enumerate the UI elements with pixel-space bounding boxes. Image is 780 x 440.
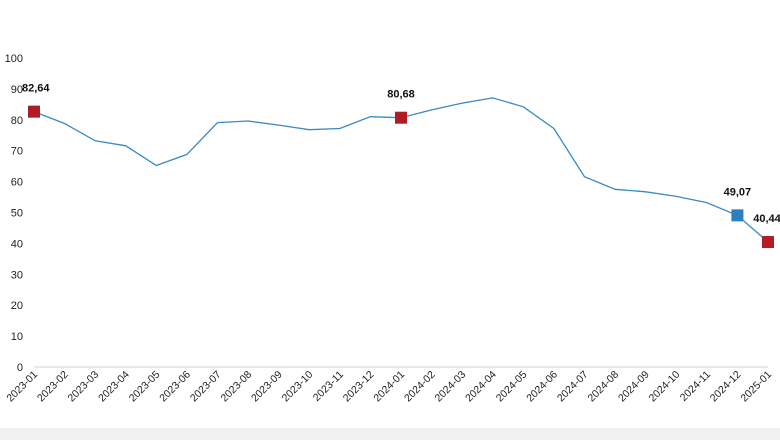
x-tick-label: 2023-07 <box>188 369 224 405</box>
y-tick-label: 100 <box>5 53 23 65</box>
x-tick-label: 2023-12 <box>341 369 377 405</box>
y-tick-label: 70 <box>11 146 23 158</box>
y-tick-label: 80 <box>11 115 23 127</box>
x-tick-label: 2023-09 <box>249 369 285 405</box>
y-tick-label: 90 <box>11 84 23 96</box>
data-label: 80,68 <box>387 89 415 101</box>
x-tick-label: 2023-04 <box>96 369 132 405</box>
x-tick-label: 2024-09 <box>616 369 652 405</box>
y-tick-label: 0 <box>17 362 23 374</box>
highlight-marker <box>395 111 407 124</box>
x-tick-label: 2024-10 <box>647 369 683 405</box>
x-tick-label: 2023-02 <box>35 369 71 405</box>
x-tick-label: 2024-07 <box>555 369 591 405</box>
x-tick-label: 2024-02 <box>402 369 438 405</box>
x-tick-label: 2023-05 <box>127 369 163 405</box>
x-tick-label: 2023-08 <box>218 369 254 405</box>
highlight-marker <box>731 209 744 222</box>
y-tick-label: 10 <box>11 331 23 343</box>
x-tick-label: 2025-01 <box>738 369 774 405</box>
y-axis-ticks: 0 10 20 30 40 50 60 70 80 90 100 <box>5 53 23 374</box>
data-label: 49,07 <box>724 186 752 198</box>
y-tick-label: 20 <box>11 300 23 312</box>
data-label: 82,64 <box>22 83 50 95</box>
bottom-band <box>0 428 780 440</box>
x-tick-label: 2024-05 <box>494 369 530 405</box>
y-tick-label: 60 <box>11 177 23 189</box>
y-tick-label: 50 <box>11 208 23 220</box>
data-label: 40,44 <box>753 213 780 225</box>
highlight-marker <box>762 236 774 249</box>
x-tick-label: 2024-11 <box>678 369 713 404</box>
x-tick-label: 2024-01 <box>371 369 407 405</box>
x-tick-label: 2023-11 <box>311 369 346 404</box>
x-tick-label: 2024-04 <box>463 369 499 405</box>
x-tick-label: 2023-10 <box>280 369 316 405</box>
x-axis-ticks: 2023-012023-022023-032023-042023-052023-… <box>4 369 774 405</box>
x-tick-label: 2024-06 <box>524 369 560 405</box>
x-tick-label: 2024-08 <box>585 369 621 405</box>
x-tick-label: 2023-06 <box>157 369 193 405</box>
highlight-marker <box>28 105 40 118</box>
x-tick-label: 2024-12 <box>708 369 744 405</box>
x-tick-label: 2024-03 <box>433 369 469 405</box>
y-tick-label: 30 <box>11 269 23 281</box>
x-tick-label: 2023-03 <box>66 369 102 405</box>
highlight-markers: 82,64 80,68 49,07 40,44 <box>22 83 780 249</box>
y-tick-label: 40 <box>11 238 23 250</box>
